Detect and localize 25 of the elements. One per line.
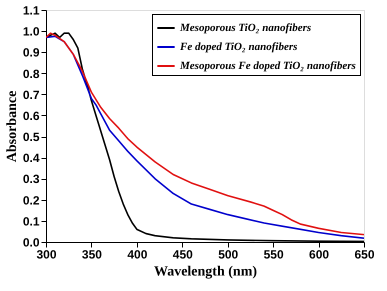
x-tick-label: 550 <box>264 248 284 262</box>
y-tick-label: 0.0 <box>22 236 40 250</box>
legend-label: Mesoporous TiO₂ nanofibers <box>179 22 312 34</box>
legend-label: Fe doped TiO₂ nanofibers <box>179 41 298 53</box>
y-tick-label: 0.3 <box>22 172 40 186</box>
x-tick-label: 400 <box>127 248 148 262</box>
y-axis-title: Absorbance <box>4 90 20 162</box>
legend-label: Mesoporous Fe doped TiO₂ nanofibers <box>179 60 356 72</box>
x-axis-title: Wavelength (nm) <box>154 264 258 280</box>
y-tick-label: 1.0 <box>22 24 40 39</box>
x-tick-label: 300 <box>36 248 57 262</box>
x-tick-label: 450 <box>172 248 194 262</box>
y-tick-label: 0.2 <box>22 193 40 208</box>
x-tick-label: 600 <box>309 248 330 262</box>
y-tick-label: 0.4 <box>22 151 40 166</box>
y-tick-label: 0.7 <box>22 88 40 102</box>
y-tick-label: 0.9 <box>22 46 40 60</box>
y-tick-label: 0.1 <box>22 214 40 228</box>
y-tick-label: 0.5 <box>22 130 40 144</box>
x-tick-label: 500 <box>218 248 239 262</box>
x-tick-label: 350 <box>82 248 102 262</box>
y-tick-label: 1.1 <box>22 4 40 18</box>
y-tick-label: 0.8 <box>22 66 40 81</box>
x-tick-label: 650 <box>354 248 375 262</box>
y-tick-label: 0.6 <box>22 108 40 123</box>
